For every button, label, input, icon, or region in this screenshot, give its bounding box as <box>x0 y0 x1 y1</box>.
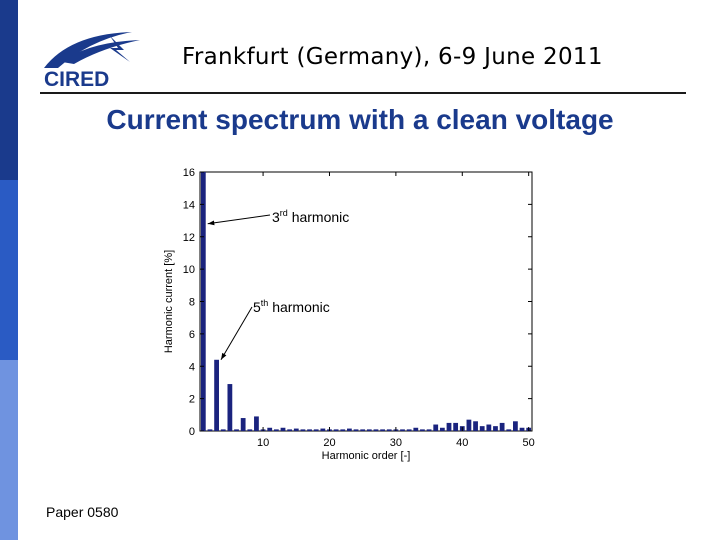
annotation-suffix: rd <box>280 208 288 218</box>
bar-h5 <box>227 384 233 431</box>
y-axis-label: Harmonic current [%] <box>163 250 175 353</box>
bar-h12 <box>273 429 279 431</box>
bar-h19 <box>320 428 326 431</box>
bar-h45 <box>493 426 498 431</box>
bar-h2 <box>207 429 213 431</box>
bar-h9 <box>254 416 259 431</box>
axis-group: 0 2 4 6 8 10 12 14 16 10 20 30 40 50 <box>183 167 535 449</box>
annotation-label: 5th harmonic <box>253 298 330 315</box>
bar-h17 <box>307 429 312 431</box>
y-tick-label: 4 <box>189 361 195 373</box>
bar-h29 <box>386 429 392 431</box>
bar-h32 <box>406 429 412 431</box>
bar-h35 <box>426 429 432 431</box>
bar-h11 <box>267 427 273 431</box>
side-bar-bottom <box>0 360 18 540</box>
bar-h34 <box>420 429 425 431</box>
annotation-text: harmonic <box>288 209 349 225</box>
y-tick-label: 0 <box>189 426 195 438</box>
side-bar-top <box>0 0 18 180</box>
bar-h3 <box>214 359 219 431</box>
x-axis-label: Harmonic order [-] <box>322 450 411 462</box>
annotation-text: harmonic <box>268 299 329 315</box>
bar-h21 <box>333 429 339 431</box>
annotation-number: 3 <box>272 209 280 225</box>
bar-h7 <box>240 418 246 431</box>
annotation-arrow-line <box>207 214 271 225</box>
bar-h4 <box>220 429 226 431</box>
bar-h27 <box>373 429 379 431</box>
bar-h28 <box>380 429 385 431</box>
y-tick-label: 8 <box>189 297 195 309</box>
conference-header: Frankfurt (Germany), 6-9 June 2011 <box>182 44 603 70</box>
bar-h6 <box>234 429 239 431</box>
logo-swoosh-1 <box>44 32 132 68</box>
annotation-label: 3rd harmonic <box>272 208 349 225</box>
cired-logo: CIRED <box>44 32 140 90</box>
bar-h13 <box>280 427 286 431</box>
slide-title: Current spectrum with a clean voltage <box>106 104 614 135</box>
paper-number: Paper 0580 <box>46 504 119 520</box>
annotation-number: 5 <box>253 299 261 315</box>
logo-text: CIRED <box>44 68 109 90</box>
y-tick-label: 14 <box>183 199 195 211</box>
bar-h25 <box>360 429 366 431</box>
bar-h23 <box>347 428 352 431</box>
x-tick-label: 40 <box>456 437 468 449</box>
bar-h31 <box>400 429 405 431</box>
x-tick-label: 10 <box>257 437 269 449</box>
y-tick-label: 16 <box>183 167 195 179</box>
side-bar-middle <box>0 180 18 360</box>
bar-h18 <box>313 429 319 431</box>
plot-frame <box>199 171 533 432</box>
bar-h44 <box>486 424 492 431</box>
annotation-arrowhead <box>207 220 215 226</box>
x-tick-label: 20 <box>323 437 335 449</box>
logo-lightning <box>110 36 130 62</box>
bar-h39 <box>453 422 459 431</box>
y-tick-label: 12 <box>183 232 195 244</box>
bar-group <box>200 172 532 431</box>
bar-h26 <box>366 429 372 431</box>
y-tick-label: 6 <box>189 329 195 341</box>
annotation-arrow-line <box>220 306 253 361</box>
x-tick-label: 30 <box>390 437 402 449</box>
y-tick-label: 10 <box>183 264 195 276</box>
annotation-arrowhead <box>220 352 227 360</box>
bar-h42 <box>473 421 478 431</box>
bar-h37 <box>439 427 445 431</box>
x-tick-label: 50 <box>523 437 535 449</box>
bar-h16 <box>300 429 306 431</box>
header-divider <box>40 92 686 94</box>
bar-h47 <box>506 429 512 431</box>
bar-h22 <box>340 429 346 431</box>
bar-h36 <box>433 424 439 431</box>
bar-h49 <box>519 427 525 431</box>
bar-h46 <box>499 422 505 431</box>
bar-h41 <box>466 419 472 431</box>
bar-h15 <box>293 428 299 431</box>
bar-h48 <box>513 421 518 431</box>
y-tick-label: 2 <box>189 394 195 406</box>
bar-h33 <box>413 427 419 431</box>
bar-h14 <box>287 429 293 431</box>
bar-h8 <box>247 429 253 431</box>
annotation-suffix: th <box>261 298 269 308</box>
bar-h43 <box>479 426 485 431</box>
logo-swoosh-2 <box>62 40 140 64</box>
bar-h38 <box>446 422 452 431</box>
bar-h24 <box>353 429 359 431</box>
